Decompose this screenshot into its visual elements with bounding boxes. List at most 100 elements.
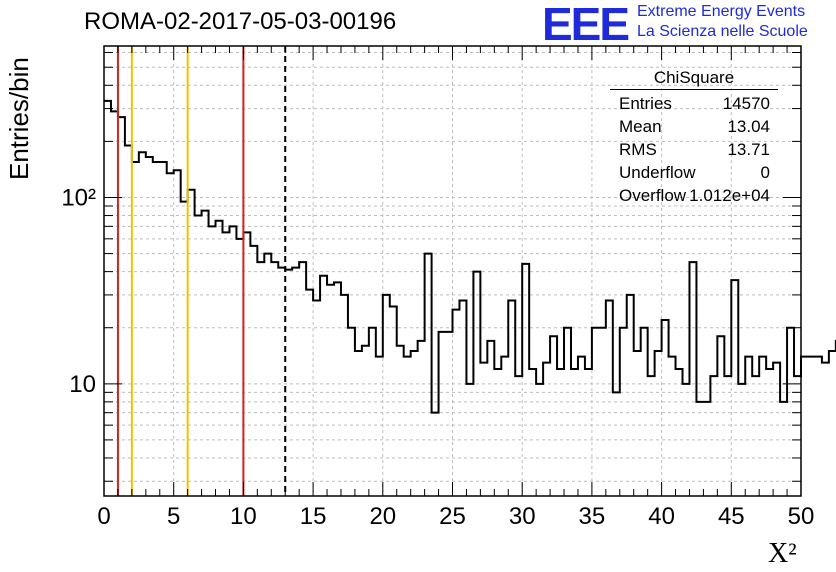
histogram-bin: [543, 363, 550, 496]
histogram-bin: [648, 376, 655, 496]
histogram-bin: [703, 402, 710, 496]
histogram-bin: [397, 346, 404, 496]
histogram-bin: [327, 285, 334, 496]
histogram-bin: [550, 336, 557, 496]
histogram-bin: [655, 351, 662, 496]
histogram-bin: [446, 332, 453, 496]
axis-ticks: [103, 46, 802, 496]
histogram-bin: [216, 221, 223, 496]
histogram-bin: [710, 376, 717, 496]
histogram-bin: [383, 295, 390, 496]
x-tick-label: 10: [230, 503, 257, 530]
x-tick-label: 30: [509, 503, 536, 530]
histogram-bin: [536, 384, 543, 496]
stats-label: Entries: [619, 94, 672, 113]
histogram-bin: [418, 341, 425, 496]
histogram-bin: [299, 262, 306, 496]
histogram-bin: [571, 369, 578, 496]
stats-label: RMS: [619, 140, 657, 159]
histogram-bin: [257, 262, 264, 496]
histogram-bin: [578, 357, 585, 496]
histogram-bin: [564, 328, 571, 496]
histogram-bin: [787, 328, 794, 496]
marker-lines: [116, 46, 287, 496]
histogram-bin: [118, 117, 125, 496]
histogram-outline: [104, 99, 836, 414]
histogram-bin: [592, 328, 599, 496]
histogram-bin: [174, 170, 181, 496]
stats-value: 0: [760, 163, 770, 182]
histogram-bin: [439, 332, 446, 496]
stats-value: 13.71: [727, 140, 770, 159]
histogram-bin: [376, 357, 383, 496]
histogram-bin: [606, 300, 613, 496]
x-tick-label: 35: [579, 503, 606, 530]
histogram-bin: [627, 295, 634, 496]
histogram-bin: [195, 216, 202, 496]
eee-logo: EEE: [542, 0, 630, 50]
stats-row-mean: Mean 13.04: [610, 115, 778, 138]
histogram-bin: [724, 376, 731, 496]
histogram-bin: [188, 190, 195, 496]
x-tick-label: 50: [788, 503, 815, 530]
histogram-bin: [362, 346, 369, 496]
y-tick-label: 10²: [61, 184, 96, 211]
histogram-bin: [459, 300, 466, 496]
histogram-bin: [815, 357, 822, 496]
stats-box: ChiSquare Entries 14570 Mean 13.04 RMS 1…: [610, 68, 778, 207]
histogram-bin: [320, 276, 327, 496]
x-tick-label: 40: [648, 503, 675, 530]
histogram-bin: [209, 226, 216, 496]
stats-label: Underflow: [619, 163, 696, 182]
y-tick-label: 10: [69, 371, 96, 398]
histogram-bin: [292, 268, 299, 496]
histogram-bin: [683, 384, 690, 496]
x-tick-label: 20: [369, 503, 396, 530]
histogram-bin: [662, 320, 669, 496]
histogram-bin: [641, 328, 648, 496]
histogram-bin: [355, 351, 362, 496]
x-tick-label: 15: [300, 503, 327, 530]
histogram-bin: [634, 351, 641, 496]
x-tick-label: 45: [718, 503, 745, 530]
histogram-bin: [522, 264, 529, 496]
stats-value: 14570: [722, 94, 770, 113]
histogram-bin: [111, 111, 118, 496]
stats-row-overflow: Overflow 1.012e+04: [610, 184, 778, 207]
stats-row-underflow: Underflow 0: [610, 161, 778, 184]
histogram-bin: [515, 376, 522, 496]
histogram-bin: [181, 202, 188, 496]
histogram-bin: [669, 357, 676, 496]
y-axis-label: Entries/bin: [4, 57, 34, 180]
histogram-bin: [696, 402, 703, 496]
histogram-bin: [794, 376, 801, 496]
histogram-bin: [229, 226, 236, 496]
histogram-bin: [508, 300, 515, 496]
histogram-bin: [745, 357, 752, 496]
histogram-bin: [278, 268, 285, 496]
histogram-bin: [132, 162, 139, 496]
logo-line-1: Extreme Energy Events: [637, 3, 806, 20]
stats-value: 13.04: [727, 117, 770, 136]
histogram-bin: [313, 300, 320, 496]
histogram-bin: [139, 152, 146, 496]
histogram-series: [104, 99, 836, 496]
histogram-bin: [369, 328, 376, 496]
histogram-bin: [466, 384, 473, 496]
x-axis-label: X²: [768, 538, 797, 569]
histogram-bin: [766, 369, 773, 496]
stats-value: 1.012e+04: [689, 186, 770, 205]
histogram-bin: [822, 363, 829, 496]
histogram-bin: [334, 282, 341, 496]
histogram-bin: [752, 376, 759, 496]
histogram-bin: [501, 357, 508, 496]
histogram-bin: [104, 101, 111, 496]
x-tick-label: 25: [439, 503, 466, 530]
stats-title: ChiSquare: [610, 68, 778, 90]
histogram-bin: [243, 232, 250, 496]
histogram-bin: [613, 392, 620, 496]
histogram-bin: [808, 357, 815, 496]
chart-title: ROMA-02-2017-05-03-00196: [84, 8, 397, 35]
histogram-bin: [285, 270, 292, 496]
